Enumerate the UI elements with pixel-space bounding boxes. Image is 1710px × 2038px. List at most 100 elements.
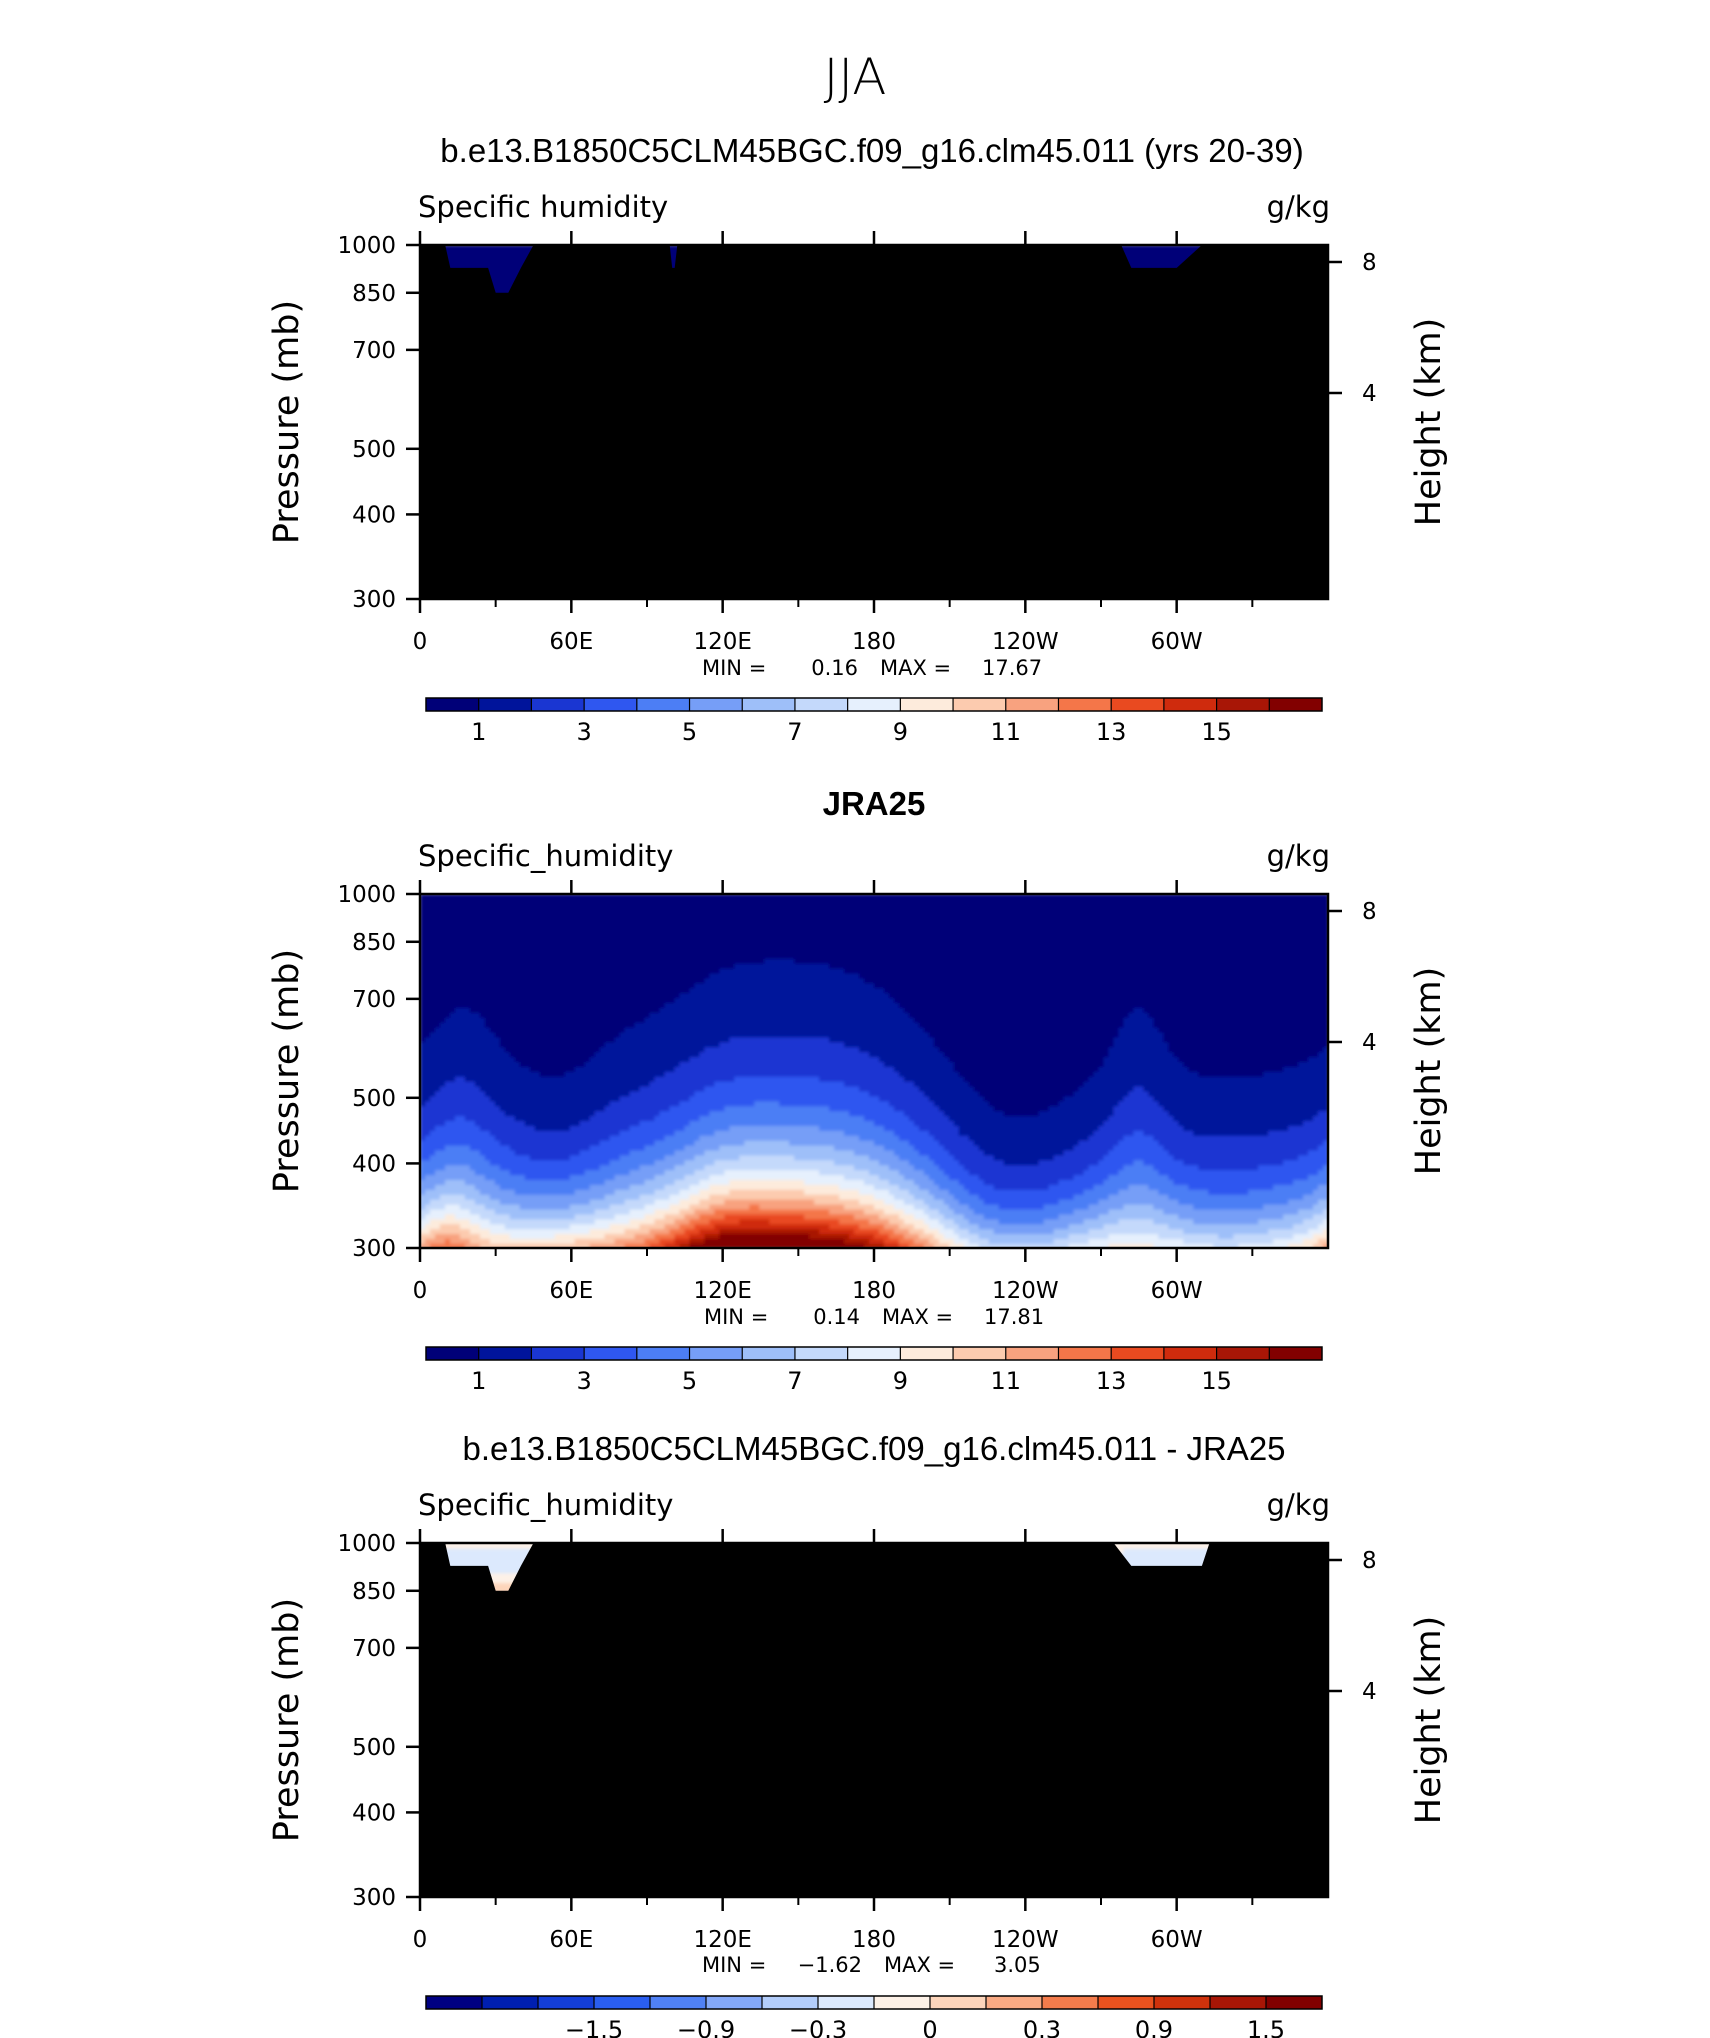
- svg-text:0.3: 0.3: [1023, 2016, 1061, 2038]
- svg-text:1: 1: [471, 1367, 486, 1395]
- svg-text:120E: 120E: [693, 1927, 751, 1953]
- svg-text:−0.3: −0.3: [789, 2016, 847, 2038]
- svg-text:850: 850: [352, 1579, 396, 1605]
- max-value: 17.67: [982, 656, 1042, 680]
- x-ticks: 0 60E 120E 180 120W 60W: [413, 231, 1254, 655]
- svg-text:400: 400: [352, 1151, 396, 1177]
- min-label: MIN =: [704, 1305, 768, 1329]
- svg-text:180: 180: [852, 1927, 896, 1953]
- svg-text:700: 700: [352, 338, 396, 364]
- min-value: 0.16: [811, 656, 858, 680]
- y-ticks: 300 400 500 700 850 1000: [337, 233, 420, 613]
- svg-text:11: 11: [990, 718, 1021, 746]
- svg-text:120W: 120W: [992, 1927, 1059, 1953]
- svg-text:700: 700: [352, 1636, 396, 1662]
- svg-text:−0.9: −0.9: [677, 2016, 735, 2038]
- svg-text:5: 5: [682, 718, 697, 746]
- svg-text:1000: 1000: [337, 882, 396, 908]
- svg-text:4: 4: [1362, 1679, 1377, 1705]
- svg-text:1000: 1000: [337, 1531, 396, 1557]
- svg-text:0: 0: [922, 2016, 937, 2038]
- svg-text:400: 400: [352, 1800, 396, 1826]
- svg-text:0.9: 0.9: [1135, 2016, 1173, 2038]
- svg-text:500: 500: [352, 1086, 396, 1112]
- svg-text:180: 180: [852, 629, 896, 655]
- svg-text:120E: 120E: [693, 629, 751, 655]
- y-axis-right-title: Height (km): [1409, 1616, 1449, 1825]
- variable-label: Specific humidity: [418, 190, 668, 224]
- colorbar: −1.5 −0.9 −0.3 0 0.3 0.9 1.5: [425, 1995, 1323, 2038]
- svg-text:300: 300: [352, 1885, 396, 1911]
- height-ticks: 84: [1328, 250, 1377, 407]
- svg-text:300: 300: [352, 587, 396, 613]
- y-ticks: 300 400 500 700 850 1000: [337, 1531, 420, 1911]
- svg-text:180: 180: [852, 1278, 896, 1304]
- panel-title: b.e13.B1850C5CLM45BGC.f09_g16.clm45.011 …: [440, 132, 1303, 169]
- y-axis-right-title: Height (km): [1409, 967, 1449, 1176]
- svg-text:9: 9: [893, 718, 908, 746]
- surface-mask: [420, 1543, 1328, 1897]
- svg-text:9: 9: [893, 1367, 908, 1395]
- svg-text:120W: 120W: [992, 1278, 1059, 1304]
- variable-label: Specific_humidity: [418, 839, 673, 873]
- colorbar: 1 3 5 7 9 11 13 15: [425, 697, 1323, 746]
- svg-text:5: 5: [682, 1367, 697, 1395]
- svg-text:15: 15: [1201, 1367, 1232, 1395]
- y-axis-title: Pressure (mb): [267, 300, 307, 544]
- panel-model: b.e13.B1850C5CLM45BGC.f09_g16.clm45.011 …: [267, 132, 1449, 746]
- y-ticks: 300 400 500 700 850 1000: [337, 882, 420, 1262]
- svg-text:13: 13: [1096, 1367, 1127, 1395]
- svg-text:60W: 60W: [1151, 629, 1203, 655]
- svg-text:1.5: 1.5: [1247, 2016, 1285, 2038]
- max-value: 3.05: [994, 1953, 1041, 1977]
- svg-text:850: 850: [352, 930, 396, 956]
- panel-title: b.e13.B1850C5CLM45BGC.f09_g16.clm45.011 …: [462, 1430, 1285, 1467]
- x-ticks: 0 60E 120E 180 120W 60W: [413, 880, 1254, 1304]
- svg-text:60E: 60E: [549, 1278, 593, 1304]
- height-ticks: 84: [1328, 1548, 1377, 1705]
- max-label: MAX =: [884, 1953, 955, 1977]
- max-label: MAX =: [880, 656, 951, 680]
- svg-text:0: 0: [413, 629, 428, 655]
- svg-text:7: 7: [787, 718, 802, 746]
- svg-text:0: 0: [413, 1927, 428, 1953]
- units-label: g/kg: [1267, 1488, 1330, 1522]
- svg-text:60E: 60E: [549, 1927, 593, 1953]
- svg-text:500: 500: [352, 1735, 396, 1761]
- min-label: MIN =: [702, 1953, 766, 1977]
- panel-difference: b.e13.B1850C5CLM45BGC.f09_g16.clm45.011 …: [267, 1430, 1449, 2038]
- y-axis-title: Pressure (mb): [267, 949, 307, 1193]
- svg-text:8: 8: [1362, 899, 1377, 925]
- units-label: g/kg: [1267, 190, 1330, 224]
- colorbar: 1 3 5 7 9 11 13 15: [425, 1346, 1323, 1395]
- svg-text:120E: 120E: [693, 1278, 751, 1304]
- svg-text:500: 500: [352, 437, 396, 463]
- y-axis-right-title: Height (km): [1409, 318, 1449, 527]
- min-value: −1.62: [798, 1953, 862, 1977]
- svg-text:3: 3: [576, 718, 591, 746]
- panel-reanalysis: JRA25 Specific_humidity g/kg 0 60E 120E 180…: [267, 785, 1449, 1395]
- units-label: g/kg: [1267, 839, 1330, 873]
- svg-text:60W: 60W: [1151, 1278, 1203, 1304]
- svg-text:8: 8: [1362, 1548, 1377, 1574]
- svg-text:3: 3: [576, 1367, 591, 1395]
- svg-text:7: 7: [787, 1367, 802, 1395]
- y-axis-title: Pressure (mb): [267, 1598, 307, 1842]
- figure-title: JJA: [824, 48, 887, 106]
- svg-text:4: 4: [1362, 381, 1377, 407]
- height-ticks: 84: [1328, 899, 1377, 1056]
- svg-text:300: 300: [352, 1236, 396, 1262]
- svg-text:4: 4: [1362, 1030, 1377, 1056]
- max-value: 17.81: [984, 1305, 1044, 1329]
- svg-text:120W: 120W: [992, 629, 1059, 655]
- svg-text:400: 400: [352, 502, 396, 528]
- svg-text:15: 15: [1201, 718, 1232, 746]
- svg-text:8: 8: [1362, 250, 1377, 276]
- svg-text:0: 0: [413, 1278, 428, 1304]
- svg-text:850: 850: [352, 281, 396, 307]
- svg-text:1000: 1000: [337, 233, 396, 259]
- svg-text:−1.5: −1.5: [565, 2016, 623, 2038]
- min-value: 0.14: [813, 1305, 860, 1329]
- svg-text:1: 1: [471, 718, 486, 746]
